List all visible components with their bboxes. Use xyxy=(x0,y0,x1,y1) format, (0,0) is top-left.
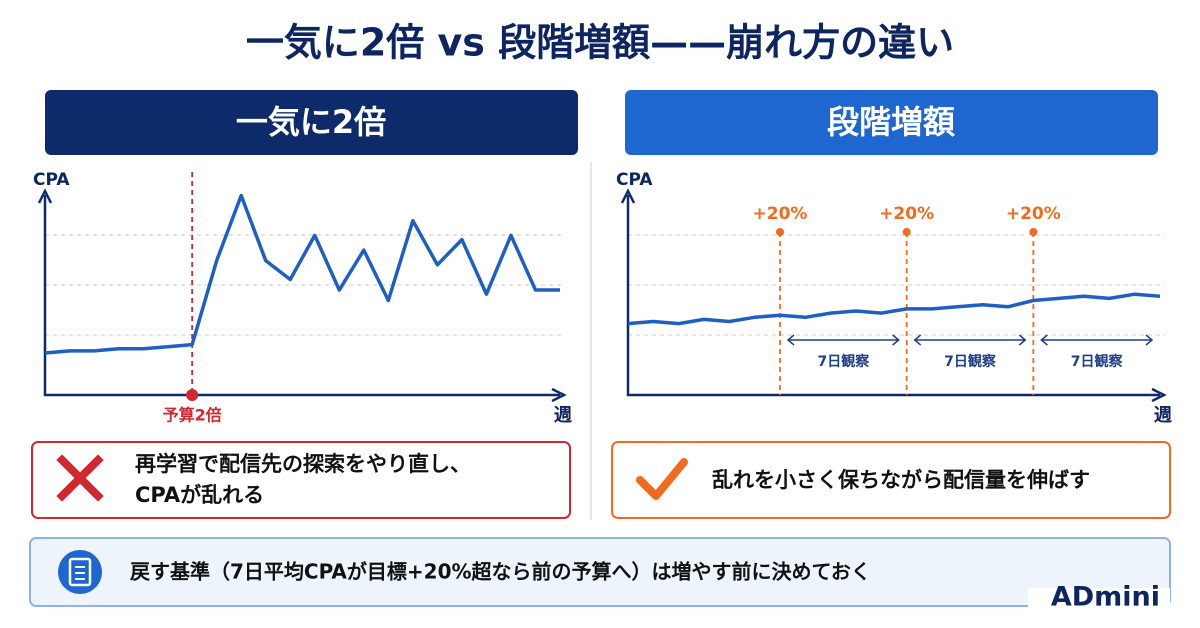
x-axis-label: 週 xyxy=(554,405,572,426)
footer-box xyxy=(29,537,1171,607)
note-text: 乱れを小さく保ちながら配信量を伸ばす xyxy=(712,468,1090,492)
annotation-dot xyxy=(1029,228,1038,236)
panel-heading: 段階増額 xyxy=(827,103,956,141)
data-line xyxy=(627,292,1161,326)
cross-icon xyxy=(56,454,104,502)
note-box xyxy=(31,441,571,519)
x-axis-label: 週 xyxy=(1154,405,1172,426)
panel-heading: 一気に2倍 xyxy=(236,103,386,141)
annotation-label: +20% xyxy=(753,204,808,224)
annotation-label: +20% xyxy=(879,204,934,224)
axis-arrow xyxy=(620,188,1167,403)
span-label: 7日観察 xyxy=(944,353,997,370)
span-arrow xyxy=(913,334,1027,346)
note-box xyxy=(611,441,1171,519)
annotation-dot xyxy=(902,228,911,236)
note-text: 再学習で配信先の探索をやり直し、 xyxy=(135,452,471,476)
brand-bg xyxy=(1028,588,1170,612)
span-arrow xyxy=(786,334,900,346)
annotation-dot xyxy=(776,228,784,236)
annotation-label: 予算2倍 xyxy=(163,406,222,425)
panel-header xyxy=(625,90,1158,155)
span-arrow xyxy=(1040,334,1154,346)
span-label: 7日観察 xyxy=(1071,353,1124,370)
clipboard-icon xyxy=(75,566,85,580)
data-line xyxy=(44,193,560,355)
axis xyxy=(43,195,560,397)
axis-arrow xyxy=(37,188,567,403)
note-text: CPAが乱れる xyxy=(135,483,264,507)
y-axis-label: CPA xyxy=(33,170,70,190)
title: 一気に2倍 vs 段階増額——崩れ方の違い xyxy=(246,21,954,65)
footer-text: 戻す基準（7日平均CPAが目標+20%超なら前の予算へ）は増やす前に決めておく xyxy=(129,560,871,584)
panel-header xyxy=(45,90,578,155)
axis xyxy=(626,195,1160,397)
annotation-dot xyxy=(186,389,199,401)
span-label: 7日観察 xyxy=(817,353,870,370)
y-axis-label: CPA xyxy=(616,170,653,190)
clipboard-icon xyxy=(68,557,92,587)
brand: ADmini xyxy=(1051,582,1160,613)
check-icon xyxy=(636,458,688,500)
annotation-label: +20% xyxy=(1006,204,1061,224)
